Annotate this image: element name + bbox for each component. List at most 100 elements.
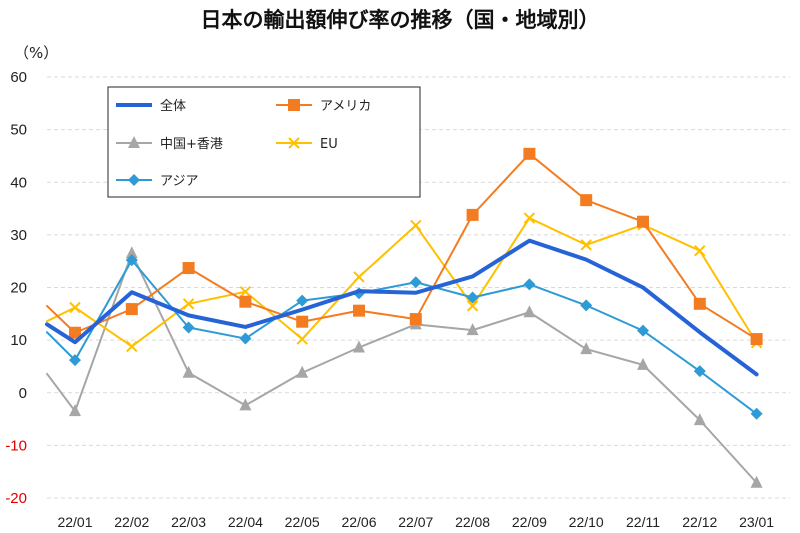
x-tick-label: 22/12 bbox=[682, 514, 717, 530]
data-point-triangle bbox=[69, 404, 81, 417]
data-point-triangle bbox=[125, 246, 138, 259]
data-point-triangle bbox=[637, 357, 649, 370]
x-tick-label: 22/08 bbox=[455, 514, 490, 530]
x-tick-label: 22/05 bbox=[285, 514, 320, 530]
x-tick-label: 22/10 bbox=[569, 514, 604, 530]
data-point-x bbox=[410, 219, 422, 232]
data-point-square bbox=[637, 215, 649, 228]
data-point-x bbox=[182, 298, 195, 310]
data-point-diamond bbox=[523, 278, 536, 291]
data-point-diamond bbox=[182, 321, 195, 334]
data-point-diamond bbox=[69, 354, 81, 367]
data-point-triangle bbox=[128, 136, 140, 148]
data-point-diamond bbox=[296, 294, 309, 307]
data-point-square bbox=[580, 194, 593, 207]
data-point-square bbox=[69, 326, 81, 339]
legend-entry: 全体 bbox=[116, 98, 186, 114]
data-point-square bbox=[523, 147, 536, 160]
data-point-diamond bbox=[128, 174, 140, 186]
legend-label: アメリカ bbox=[320, 99, 371, 114]
legend-label: 中国+香港 bbox=[160, 137, 223, 152]
legend-entry: アメリカ bbox=[276, 99, 371, 114]
x-tick-label: 22/02 bbox=[114, 514, 149, 530]
y-tick-label: -10 bbox=[5, 437, 27, 454]
x-axis-ticks: 22/01 22/02 22/03 22/04 22/05 22/06 22/07 22/08… bbox=[57, 514, 774, 530]
x-tick-label: 22/09 bbox=[512, 514, 547, 530]
data-point-triangle bbox=[693, 413, 706, 426]
legend-label: 全体 bbox=[160, 98, 186, 114]
y-axis-ticks: 60 50 40 30 20 10 0 -10 -20 bbox=[5, 69, 27, 507]
y-tick-label: 60 bbox=[10, 69, 27, 86]
data-point-triangle bbox=[523, 305, 536, 318]
legend-label: アジア bbox=[160, 174, 198, 189]
data-point-diamond bbox=[580, 299, 593, 312]
data-point-x bbox=[296, 333, 308, 345]
data-point-x bbox=[466, 300, 479, 312]
data-point-diamond bbox=[125, 254, 138, 267]
data-point-triangle bbox=[750, 475, 763, 488]
x-tick-label: 22/07 bbox=[398, 514, 433, 530]
data-point-square bbox=[693, 297, 706, 310]
y-tick-label: 0 bbox=[19, 385, 27, 402]
data-point-triangle bbox=[353, 340, 365, 353]
series-line bbox=[46, 152, 758, 341]
data-point-triangle bbox=[466, 323, 479, 336]
data-point-diamond bbox=[409, 276, 422, 289]
y-tick-label: 10 bbox=[10, 332, 27, 349]
data-point-x bbox=[288, 137, 300, 149]
data-point-square bbox=[182, 262, 195, 275]
data-point-diamond bbox=[750, 407, 763, 420]
y-unit-label: （%） bbox=[14, 44, 58, 62]
series-lines bbox=[45, 147, 763, 488]
data-point-square bbox=[125, 303, 138, 316]
legend-entry: 中国+香港 bbox=[116, 136, 223, 152]
data-point-x bbox=[580, 239, 592, 251]
data-point-square bbox=[466, 208, 479, 221]
data-point-x bbox=[694, 244, 706, 257]
x-tick-label: 22/11 bbox=[626, 514, 660, 530]
series-3 bbox=[46, 212, 763, 353]
series-line bbox=[46, 259, 758, 415]
data-point-x bbox=[69, 301, 81, 314]
chart-title: 日本の輸出額伸び率の推移（国・地域別） bbox=[201, 8, 600, 32]
legend-entry: アジア bbox=[116, 174, 198, 189]
data-point-square bbox=[239, 295, 252, 308]
data-point-triangle bbox=[296, 365, 309, 378]
legend-entry: EU bbox=[276, 137, 338, 152]
data-point-diamond bbox=[466, 291, 479, 304]
x-tick-label: 22/04 bbox=[228, 514, 263, 530]
data-point-square bbox=[353, 304, 365, 317]
series-1 bbox=[46, 147, 763, 346]
data-point-square bbox=[409, 313, 422, 326]
x-tick-label: 22/06 bbox=[341, 514, 376, 530]
legend-label: EU bbox=[320, 137, 338, 152]
x-tick-label: 22/01 bbox=[57, 514, 92, 530]
y-tick-label: -20 bbox=[5, 490, 27, 507]
series-0 bbox=[45, 238, 759, 377]
data-point-triangle bbox=[580, 342, 593, 355]
data-point-x bbox=[239, 286, 252, 298]
data-point-square bbox=[296, 315, 309, 328]
data-point-diamond bbox=[693, 365, 706, 378]
y-tick-label: 20 bbox=[10, 280, 27, 297]
y-tick-label: 50 bbox=[10, 122, 27, 139]
data-point-diamond bbox=[239, 332, 252, 345]
series-line bbox=[45, 238, 759, 377]
data-point-triangle bbox=[239, 398, 252, 411]
series-2 bbox=[46, 246, 763, 488]
y-tick-label: 40 bbox=[10, 174, 27, 191]
x-tick-label: 22/03 bbox=[171, 514, 206, 530]
data-point-square bbox=[288, 99, 300, 111]
data-point-square bbox=[750, 333, 763, 346]
legend-box bbox=[107, 86, 421, 198]
series-4 bbox=[46, 254, 763, 420]
x-tick-label: 23/01 bbox=[739, 514, 774, 530]
series-line bbox=[46, 217, 758, 348]
data-point-triangle bbox=[182, 365, 195, 378]
data-point-x bbox=[126, 340, 138, 353]
y-tick-label: 30 bbox=[10, 227, 27, 244]
series-line bbox=[46, 252, 758, 484]
data-point-x bbox=[353, 271, 365, 283]
